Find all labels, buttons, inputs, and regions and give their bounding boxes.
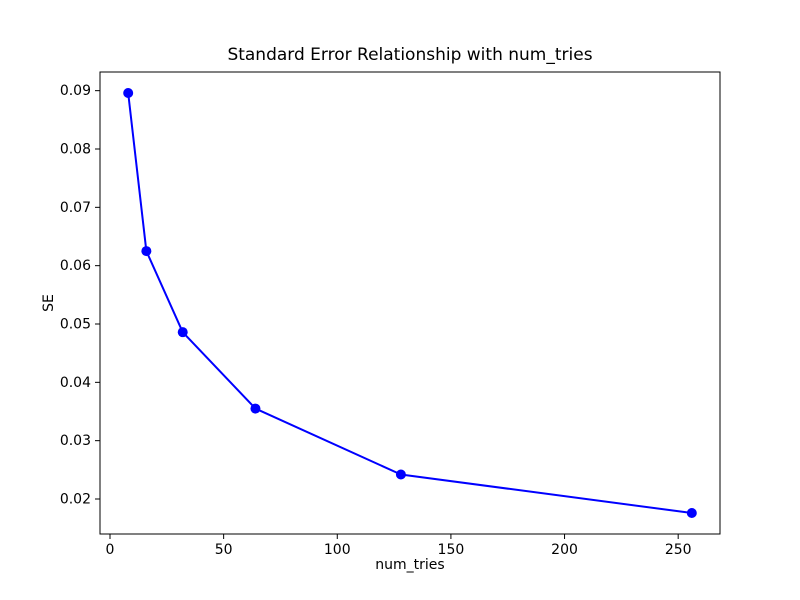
x-tick-label: 200 <box>551 542 578 558</box>
x-tick-label: 50 <box>215 542 233 558</box>
data-point-marker <box>141 246 152 257</box>
axes-frame <box>99 71 721 535</box>
y-tick-label: 0.03 <box>60 433 91 449</box>
y-tick-label: 0.04 <box>60 375 91 391</box>
y-tick-label: 0.07 <box>60 200 91 216</box>
x-tick-label: 0 <box>106 542 115 558</box>
data-point-marker <box>177 327 188 338</box>
chart-title: Standard Error Relationship with num_tri… <box>227 45 593 65</box>
y-tick-label: 0.06 <box>60 258 91 274</box>
y-tick-label: 0.02 <box>60 492 91 508</box>
x-tick-label: 250 <box>665 542 692 558</box>
se-line <box>127 92 693 514</box>
data-point-marker <box>686 508 697 518</box>
data-point-marker <box>123 88 134 98</box>
x-tick-label: 100 <box>324 542 351 558</box>
data-point-marker <box>395 469 406 480</box>
y-axis-label: SE <box>41 294 57 312</box>
y-tick-label: 0.05 <box>60 317 91 333</box>
x-tick-label: 150 <box>438 542 465 558</box>
x-axis-label: num_tries <box>375 557 445 573</box>
data-point-marker <box>250 403 261 414</box>
y-tick-label: 0.08 <box>60 142 91 158</box>
y-tick-label: 0.09 <box>60 83 91 99</box>
